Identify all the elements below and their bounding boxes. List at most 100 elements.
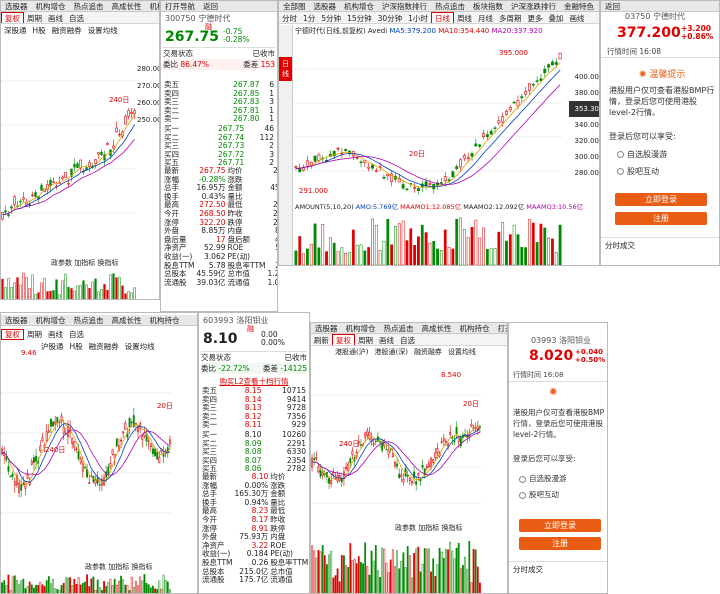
tab-set-ma[interactable]: 设置均线 xyxy=(447,348,476,356)
tab-margin[interactable]: 融资融券 xyxy=(413,348,442,356)
toolbar-item[interactable]: 画线 xyxy=(569,14,585,23)
toolbar-item[interactable]: 全部图 xyxy=(283,2,306,11)
login-button[interactable]: 立即登录 xyxy=(519,519,601,532)
kline-chart[interactable] xyxy=(1,353,171,553)
toolbar-item[interactable]: 热点追击 xyxy=(435,2,465,11)
volume-bar xyxy=(449,541,452,593)
volume-bar xyxy=(382,240,386,265)
param-button[interactable]: 政参数 xyxy=(395,524,416,532)
toolbar-item[interactable]: 月线 xyxy=(477,14,493,23)
kline-chart[interactable] xyxy=(1,37,136,257)
toolbar-item[interactable]: 机构增仓 xyxy=(344,2,374,11)
l2-link[interactable]: 购买L2查看十档行情 xyxy=(219,377,289,386)
draw-button[interactable]: 画线 xyxy=(48,330,63,339)
tab-margin[interactable]: 融资融券 xyxy=(51,26,82,35)
switch-indicator-button[interactable]: 换指标 xyxy=(131,563,153,571)
login-button[interactable]: 立即登录 xyxy=(615,193,707,206)
register-button[interactable]: 注册 xyxy=(615,212,707,225)
candle-body xyxy=(109,463,112,467)
menu-inst-hold[interactable]: 机构持仓 xyxy=(149,316,180,325)
rail-tab[interactable]: 日线 xyxy=(279,57,292,81)
tab-connect[interactable]: 沪股通 xyxy=(41,342,64,351)
volume-bar xyxy=(524,247,528,265)
tab-h[interactable]: H股 xyxy=(69,342,83,351)
volume-bar xyxy=(374,545,377,593)
menu-hot[interactable]: 热点追击 xyxy=(73,316,104,325)
add-indicator-button[interactable]: 加指标 xyxy=(418,524,440,532)
toolbar-item[interactable]: 刷新 xyxy=(314,336,329,345)
candle-body xyxy=(397,177,401,183)
toolbar-item[interactable]: 自选 xyxy=(400,336,415,345)
volume-bar xyxy=(107,582,110,593)
register-button[interactable]: 注册 xyxy=(519,537,601,550)
candle-body xyxy=(413,471,416,479)
period-button[interactable]: 周期 xyxy=(27,14,42,23)
toolbar-item[interactable]: 高成长性 xyxy=(421,324,452,333)
toolbar-item[interactable]: 叠加 xyxy=(548,14,564,23)
tab-h[interactable]: H股 xyxy=(32,26,46,35)
tab-set-ma[interactable]: 设置均线 xyxy=(124,342,155,351)
kline-chart[interactable] xyxy=(294,35,562,205)
volume-bar xyxy=(124,293,127,299)
tab-connect[interactable]: 深股通 xyxy=(4,26,27,35)
back-button[interactable]: 返回 xyxy=(605,2,620,11)
tick-header[interactable]: 分时成交 xyxy=(509,561,607,577)
tab-set-ma[interactable]: 设置均线 xyxy=(87,26,118,35)
menu-growth[interactable]: 高成长性 xyxy=(111,2,142,11)
candle-body xyxy=(28,482,31,485)
toolbar-item[interactable]: 周期 xyxy=(358,336,373,345)
toolbar-item[interactable]: 1小时 xyxy=(408,14,428,23)
watchlist-button[interactable]: 自选 xyxy=(69,14,84,23)
back-button[interactable]: 返回 xyxy=(203,2,218,11)
toolbar-item[interactable]: 打开导航 xyxy=(497,324,508,333)
toolbar-item[interactable]: 画线 xyxy=(379,336,394,345)
toolbar-item[interactable]: 更多 xyxy=(527,14,543,23)
toolbar-item[interactable]: 金融特色 xyxy=(564,2,594,11)
tab-connect-sh[interactable]: 港股通(沪) xyxy=(335,348,369,356)
toolbar-item[interactable]: 1分 xyxy=(303,14,316,23)
tip-text2: 登录后您可以享受: xyxy=(513,454,576,463)
menu-inst-increase[interactable]: 机构增仓 xyxy=(35,316,66,325)
adjust-button[interactable]: 复权 xyxy=(1,329,24,340)
toolbar-item[interactable]: 沪深指数排行 xyxy=(382,2,427,11)
menu-item[interactable]: 打开导航 xyxy=(165,2,195,11)
volume-bar xyxy=(75,583,78,593)
toolbar-item[interactable]: 15分钟 xyxy=(347,14,372,23)
toolbar-item[interactable]: 选股器 xyxy=(315,324,338,333)
switch-indicator-button[interactable]: 换指标 xyxy=(441,524,463,532)
kline-chart[interactable] xyxy=(311,359,481,539)
param-button[interactable]: 政参数 xyxy=(51,259,72,267)
menu-hot[interactable]: 热点追击 xyxy=(73,2,104,11)
toolbar-item[interactable]: 5分钟 xyxy=(321,14,342,23)
menu-stock-screener[interactable]: 选股器 xyxy=(5,2,28,11)
toolbar-item[interactable]: 周线 xyxy=(456,14,472,23)
toolbar-item[interactable]: 热点追击 xyxy=(383,324,414,333)
period-button[interactable]: 周期 xyxy=(27,330,42,339)
param-button[interactable]: 政参数 xyxy=(85,563,106,571)
toolbar-item[interactable]: 多周期 xyxy=(498,14,522,23)
toolbar-item[interactable]: 选股器 xyxy=(313,2,337,11)
watchlist-button[interactable]: 自选 xyxy=(69,330,84,339)
toolbar-item[interactable]: 日线 xyxy=(430,12,454,23)
toolbar-item[interactable]: 机构增仓 xyxy=(345,324,376,333)
switch-indicator-button[interactable]: 换指标 xyxy=(97,259,119,267)
toolbar-item[interactable]: 机构持仓 xyxy=(459,324,490,333)
add-indicator-button[interactable]: 加指标 xyxy=(108,563,130,571)
toolbar-item[interactable]: 机构持仓 xyxy=(598,1,599,11)
toolbar-item[interactable]: 分时 xyxy=(282,14,297,23)
toolbar-item[interactable]: 复权 xyxy=(332,334,355,345)
tab-connect-sz[interactable]: 港股通(深) xyxy=(374,348,408,356)
add-indicator-button[interactable]: 加指标 xyxy=(74,259,96,267)
toolbar-item[interactable]: 30分钟 xyxy=(377,14,403,23)
toolbar-item[interactable]: 沪深涨跌排行 xyxy=(511,2,556,11)
adjust-button[interactable]: 复权 xyxy=(1,12,24,23)
tab-margin[interactable]: 融资融券 xyxy=(88,342,119,351)
menu-growth[interactable]: 高成长性 xyxy=(111,316,142,325)
menu-inst-hold[interactable]: 机构持仓 xyxy=(149,2,160,11)
toolbar-item[interactable]: 板块指数 xyxy=(473,2,503,11)
tick-header[interactable]: 分时成交 xyxy=(601,237,719,253)
menu-inst-increase[interactable]: 机构增仓 xyxy=(35,2,66,11)
draw-button[interactable]: 画线 xyxy=(48,14,63,23)
book-row: 卖一 8.11 929 xyxy=(202,420,306,430)
menu-stock-screener[interactable]: 选股器 xyxy=(5,316,28,325)
